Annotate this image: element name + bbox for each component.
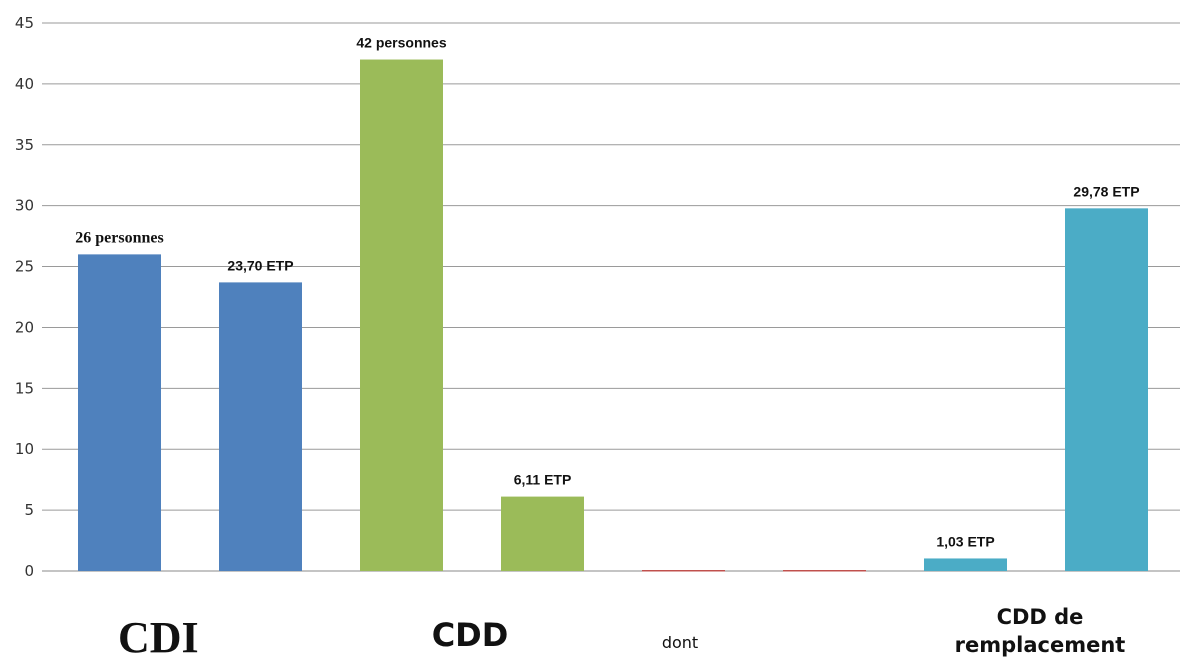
bar (783, 570, 866, 572)
bar-data-label: 6,11 ETP (514, 472, 572, 488)
y-tick-label: 25 (15, 258, 34, 276)
group-label-dont: dont (661, 633, 699, 652)
y-tick-label: 0 (24, 562, 34, 580)
y-tick-label: 45 (15, 14, 34, 32)
bars (78, 59, 1148, 572)
y-tick-label: 35 (15, 136, 34, 154)
bar-data-label: 42 personnes (356, 35, 446, 51)
group-label-remplacement-line2: remplacement (954, 633, 1126, 657)
y-tick-label: 30 (15, 197, 34, 215)
bar-data-label: 1,03 ETP (936, 533, 994, 549)
bar-data-label: 29,78 ETP (1073, 183, 1139, 199)
grid-lines (42, 22, 1180, 572)
y-tick-label: 15 (15, 379, 34, 397)
group-label-cdd-remplacement: CDD de remplacement (920, 603, 1160, 659)
bar (642, 570, 725, 572)
bar (360, 59, 443, 572)
bar (78, 254, 161, 571)
data-labels: 26 personnes 23,70 ETP 42 personnes 6,11 ET… (75, 35, 1139, 550)
bar-data-label: 23,70 ETP (227, 257, 293, 273)
bar (1065, 208, 1148, 572)
y-tick-label: 10 (15, 440, 34, 458)
group-label-remplacement-line1: CDD de (996, 605, 1084, 629)
bar (501, 496, 584, 571)
y-tick-label: 20 (15, 318, 34, 336)
y-axis-ticks: 0 5 10 15 20 25 30 35 40 45 (15, 14, 34, 580)
y-tick-label: 5 (24, 501, 34, 519)
bar-data-label: 26 personnes (75, 229, 163, 246)
group-label-cdd: CDD (431, 616, 509, 654)
bar (924, 558, 1007, 571)
y-tick-label: 40 (15, 75, 34, 93)
group-label-cdi: CDI (118, 613, 199, 662)
bar (219, 282, 302, 571)
